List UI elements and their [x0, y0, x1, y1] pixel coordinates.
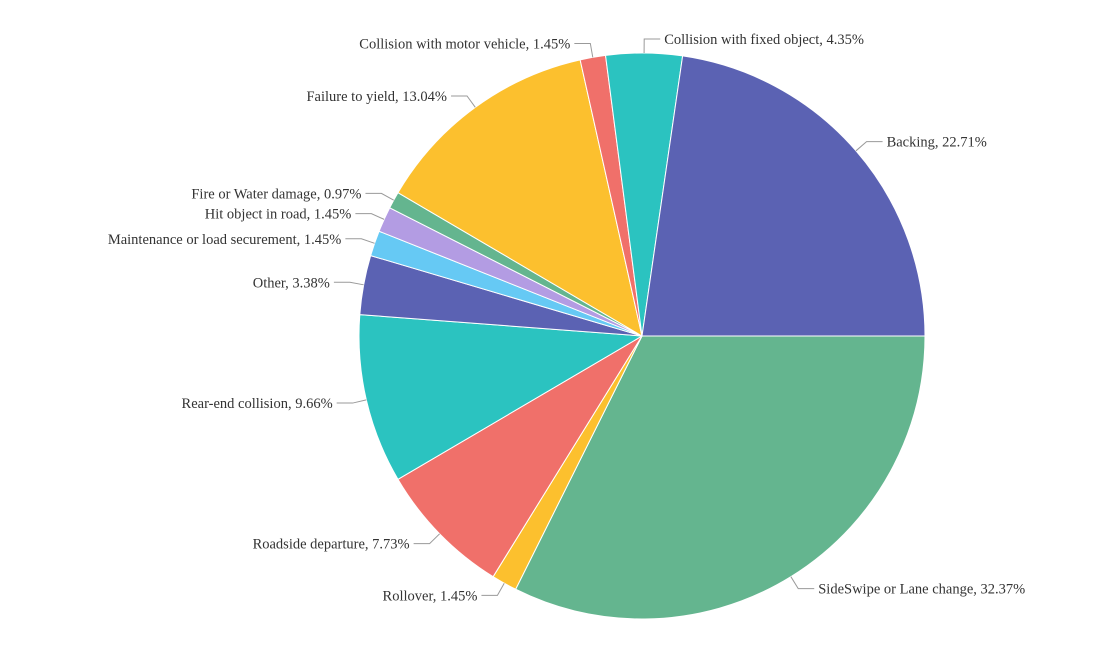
pie-slice-backing — [641, 55, 926, 337]
leader-line-roadside-departure — [413, 533, 440, 545]
leader-line-failure-to-yield — [451, 95, 476, 108]
leader-line-rollover — [481, 582, 505, 596]
leader-line-maintenance-or-load-securement — [345, 238, 375, 244]
slice-label-rear-end-collision: Rear-end collision, 9.66% — [182, 396, 333, 412]
slice-label-failure-to-yield: Failure to yield, 13.04% — [306, 89, 447, 105]
leader-line-collision-with-motor-vehicle — [574, 43, 594, 58]
leader-line-collision-with-fixed-object — [643, 38, 661, 54]
leader-line-sideswipe-or-lane-change — [790, 576, 815, 590]
pie-slice-sideswipe-or-lane-change — [515, 335, 926, 620]
slice-label-backing: Backing, 22.71% — [887, 135, 987, 151]
slice-label-maintenance-or-load-securement: Maintenance or load securement, 1.45% — [108, 232, 342, 248]
slice-label-sideswipe-or-lane-change: SideSwipe or Lane change, 32.37% — [818, 582, 1025, 598]
leader-line-fire-or-water-damage — [365, 192, 394, 201]
slice-label-roadside-departure: Roadside departure, 7.73% — [253, 537, 410, 553]
pie-slice-failure-to-yield — [397, 59, 643, 337]
slice-label-rollover: Rollover, 1.45% — [383, 589, 478, 605]
pie-slices — [358, 52, 926, 620]
slice-label-other: Other, 3.38% — [253, 275, 330, 291]
pie-slice-rear-end-collision — [358, 314, 643, 480]
leader-line-backing — [855, 141, 883, 152]
slice-label-collision-with-motor-vehicle: Collision with motor vehicle, 1.45% — [359, 37, 570, 53]
slice-label-hit-object-in-road: Hit object in road, 1.45% — [205, 207, 352, 223]
leader-line-rear-end-collision — [336, 399, 367, 404]
pie-labels: SideSwipe or Lane change, 32.37% Rollover… — [108, 32, 1025, 604]
slice-label-collision-with-fixed-object: Collision with fixed object, 4.35% — [664, 32, 864, 48]
leader-line-hit-object-in-road — [355, 213, 385, 220]
pie-leader-lines — [333, 38, 883, 596]
slice-label-fire-or-water-damage: Fire or Water damage, 0.97% — [191, 186, 361, 202]
pie-slice-roadside-departure — [397, 335, 643, 578]
leader-line-other — [333, 281, 364, 286]
